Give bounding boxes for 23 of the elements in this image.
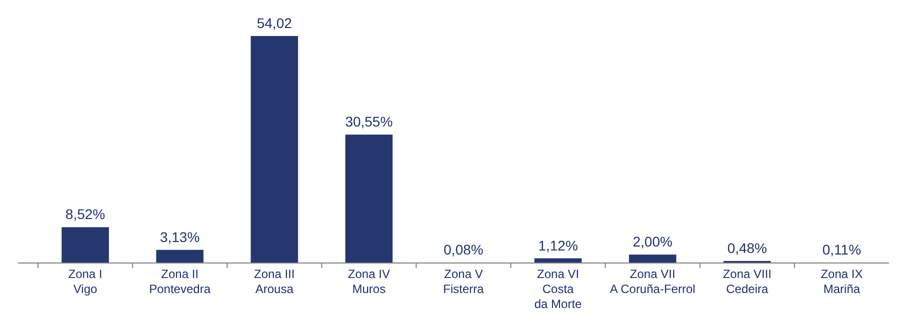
bar — [345, 134, 393, 263]
x-tick-label: Zona VII A Coruña-Ferrol — [610, 267, 696, 296]
bar — [62, 227, 109, 263]
x-tick-label: Zona I Vigo — [68, 267, 102, 296]
bar — [156, 250, 204, 263]
x-tick-label: Zona VI Costa da Morte — [534, 267, 582, 311]
data-label: 3,13% — [160, 228, 200, 245]
x-tick-label: Zona III Arousa — [254, 267, 295, 296]
data-label: 30,55% — [345, 114, 393, 130]
x-tick-label: Zona II Pontevedra — [149, 267, 211, 296]
data-label: 8,52% — [65, 206, 106, 222]
data-label: 0,08% — [444, 242, 484, 258]
bar — [628, 254, 676, 263]
x-tick-label: Zona VIII Cedeira — [722, 267, 772, 296]
bar — [250, 36, 298, 263]
data-label: 54,02 — [256, 15, 292, 31]
data-label: 1,12% — [538, 237, 578, 254]
data-label: 0,48% — [727, 240, 768, 256]
data-label: 0,11% — [822, 242, 862, 258]
x-tick-label: Zona V Fisterra — [443, 267, 484, 296]
x-tick-label: Zona IV Muros — [348, 267, 390, 296]
x-tick-label: Zona IX Mariña — [820, 267, 863, 296]
data-label: 2,00% — [632, 234, 672, 250]
